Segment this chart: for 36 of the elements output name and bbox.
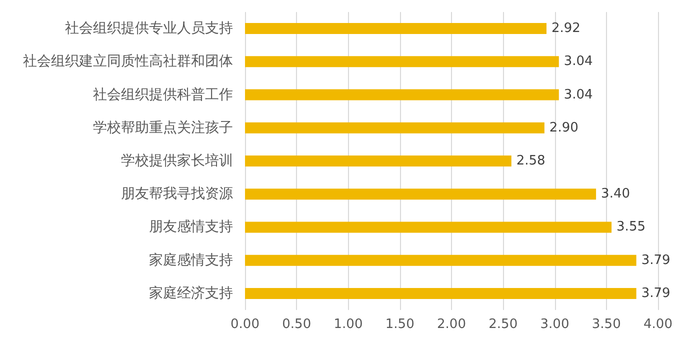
- y-tick-label: 学校帮助重点关注孩子: [93, 120, 233, 136]
- bar: [245, 23, 546, 34]
- x-tick-label: 4.00: [644, 317, 672, 332]
- y-tick-label: 社会组织提供专业人员支持: [65, 20, 233, 37]
- data-label: 3.79: [641, 252, 670, 268]
- data-label: 3.79: [641, 286, 670, 301]
- bar: [245, 188, 596, 200]
- data-label: 3.55: [616, 220, 646, 235]
- bar: [245, 156, 512, 166]
- y-tick-label: 朋友帮我寻找资源: [121, 186, 233, 202]
- x-tick-label: 3.50: [592, 317, 621, 332]
- bar: [245, 222, 612, 233]
- data-label: 3.04: [564, 54, 593, 70]
- x-tick-label: 1.00: [334, 317, 363, 332]
- y-tick-label: 学校提供家长培训: [121, 153, 233, 169]
- bar: [245, 122, 544, 134]
- y-tick-label: 朋友感情支持: [149, 219, 233, 236]
- bar: [245, 288, 636, 299]
- x-tick-label: 2.50: [488, 317, 518, 332]
- y-tick-label: 家庭经济支持: [149, 285, 233, 302]
- bar: [245, 56, 559, 68]
- x-tick-label: 0.00: [230, 317, 260, 332]
- bar: [245, 89, 559, 100]
- y-tick-label: 家庭感情支持: [149, 252, 233, 268]
- y-tick-label: 社会组织建立同质性高社群和团体: [23, 54, 233, 70]
- x-tick-label: 1.50: [385, 317, 414, 332]
- data-label: 2.92: [551, 21, 580, 36]
- y-tick-label: 社会组织提供科普工作: [93, 86, 233, 103]
- data-label: 3.40: [601, 186, 630, 202]
- data-label: 2.58: [516, 154, 546, 168]
- x-tick-label: 2.00: [437, 317, 466, 332]
- x-tick-label: 0.50: [282, 317, 312, 332]
- data-label: 2.90: [549, 120, 578, 136]
- x-tick-label: 3.00: [540, 317, 570, 332]
- bar: [245, 254, 636, 266]
- data-label: 3.04: [564, 87, 593, 102]
